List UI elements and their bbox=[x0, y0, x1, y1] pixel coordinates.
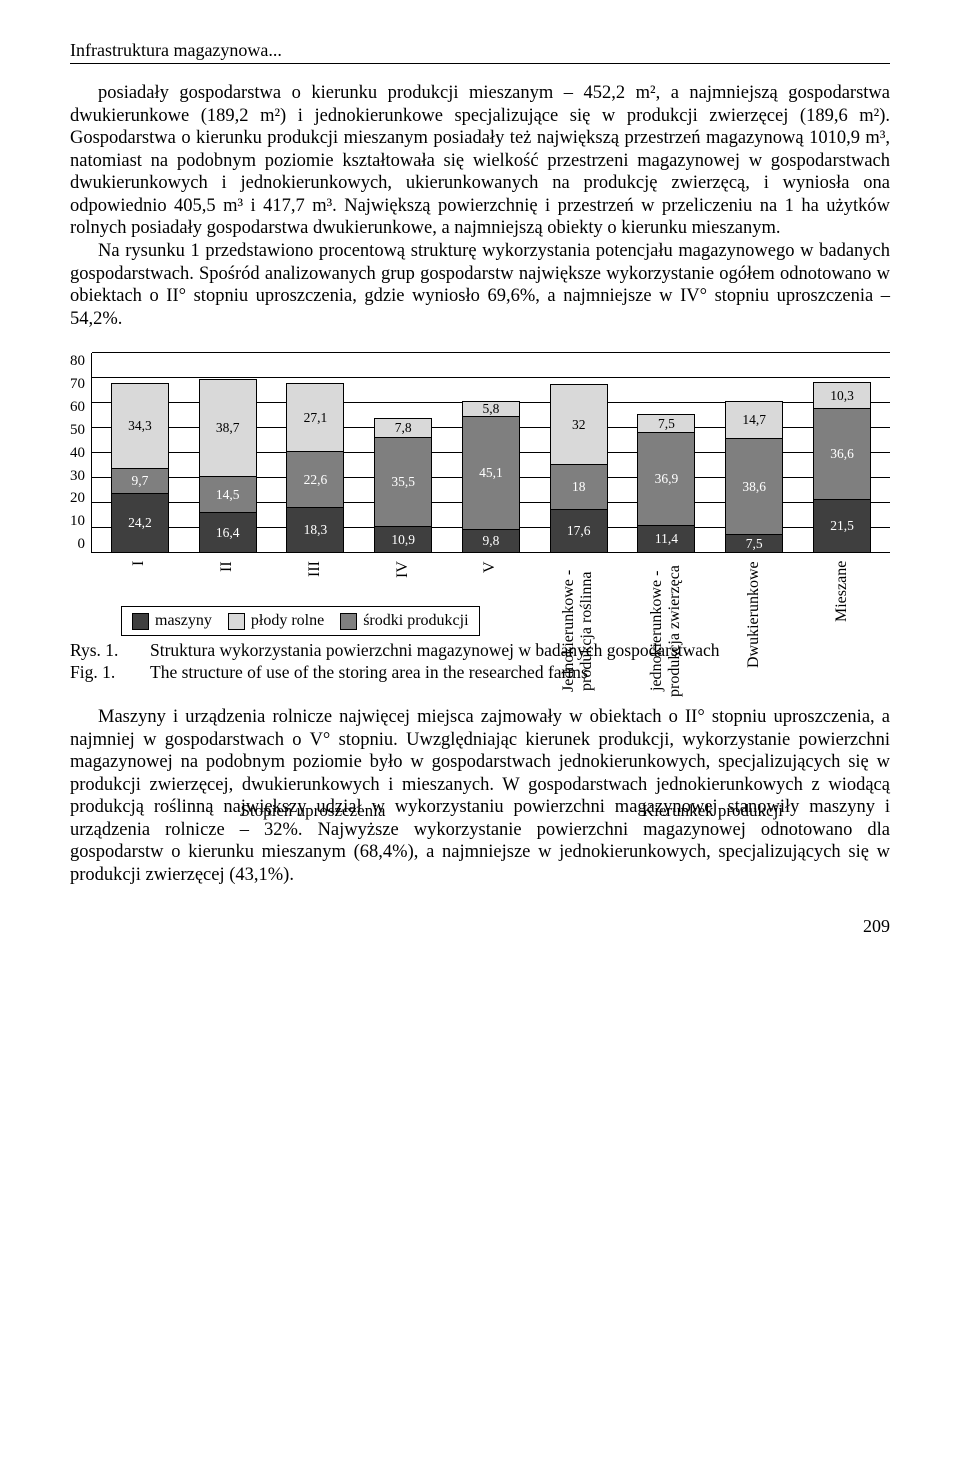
bar: 34,39,724,2 bbox=[111, 353, 169, 553]
seg-plody-value: 35,5 bbox=[374, 437, 432, 526]
seg-srodki-value: 27,1 bbox=[286, 383, 344, 451]
legend-item-plody: płody rolne bbox=[228, 612, 324, 630]
plot-area: 34,39,724,2 38,714,516,4 27,122,618,3 7,835… bbox=[91, 353, 890, 553]
bar: 7,536,911,4 bbox=[637, 353, 695, 553]
body-text-upper: posiadały gospodarstwa o kierunku produk… bbox=[70, 82, 890, 330]
y-tick: 70 bbox=[70, 376, 85, 393]
seg-plody-value: 18 bbox=[550, 464, 608, 509]
legend: maszyny płody rolne środki produkcji bbox=[121, 606, 480, 636]
seg-plody-value: 9,7 bbox=[111, 468, 169, 492]
seg-srodki-value: 7,8 bbox=[374, 418, 432, 438]
page-number: 209 bbox=[70, 916, 890, 937]
seg-plody-value: 45,1 bbox=[462, 416, 520, 529]
seg-srodki-value: 32 bbox=[550, 384, 608, 464]
y-tick: 0 bbox=[78, 536, 86, 553]
seg-plody-value: 36,6 bbox=[813, 408, 871, 500]
body-text-lower: Maszyny i urządzenia rolnicze najwięcej … bbox=[70, 706, 890, 887]
y-tick: 60 bbox=[70, 399, 85, 416]
bar: 38,714,516,4 bbox=[199, 353, 257, 553]
bar: 7,835,510,9 bbox=[374, 353, 432, 553]
x-label: jednokierunkowe - produkcja zwierzęca bbox=[637, 561, 695, 701]
x-label: Mieszane bbox=[813, 561, 871, 701]
seg-srodki-value: 38,7 bbox=[199, 379, 257, 476]
seg-srodki-value: 34,3 bbox=[111, 383, 169, 469]
running-head: Infrastruktura magazynowa... bbox=[70, 40, 890, 61]
seg-maszyny-value: 7,5 bbox=[725, 534, 783, 553]
paragraph-2: Na rysunku 1 przedstawiono procentową st… bbox=[70, 240, 890, 330]
x-label: Dwukierunkowe bbox=[725, 561, 783, 701]
group-left-label: Stopień uproszczenia bbox=[91, 801, 535, 821]
seg-srodki-value: 5,8 bbox=[462, 401, 520, 416]
seg-plody-value: 14,5 bbox=[199, 476, 257, 512]
paragraph-3: Maszyny i urządzenia rolnicze najwięcej … bbox=[70, 706, 890, 887]
bar: 321817,6 bbox=[550, 353, 608, 553]
seg-maszyny-value: 11,4 bbox=[637, 525, 695, 554]
y-tick: 80 bbox=[70, 353, 85, 370]
bar: 10,336,621,5 bbox=[813, 353, 871, 553]
legend-item-maszyny: maszyny bbox=[132, 612, 212, 630]
y-tick: 30 bbox=[70, 468, 85, 485]
seg-maszyny-value: 24,2 bbox=[111, 493, 169, 554]
bar: 14,738,67,5 bbox=[725, 353, 783, 553]
seg-plody-value: 22,6 bbox=[286, 451, 344, 508]
bar: 27,122,618,3 bbox=[286, 353, 344, 553]
seg-maszyny-value: 10,9 bbox=[374, 526, 432, 553]
group-labels: Stopień uproszczenia Kierunkek produkcji bbox=[91, 801, 890, 821]
y-tick: 10 bbox=[70, 513, 85, 530]
seg-maszyny-value: 21,5 bbox=[813, 499, 871, 553]
y-tick: 40 bbox=[70, 445, 85, 462]
x-label: Jednokierunkowe - produkcja roślinna bbox=[549, 561, 607, 701]
seg-maszyny-value: 9,8 bbox=[462, 529, 520, 554]
seg-maszyny-value: 16,4 bbox=[199, 512, 257, 553]
seg-plody-value: 38,6 bbox=[725, 438, 783, 535]
seg-plody-value: 36,9 bbox=[637, 432, 695, 524]
chart: 80 70 60 50 40 30 20 10 0 34,39,724,2 38,714,516,… bbox=[70, 348, 890, 618]
seg-srodki-value: 10,3 bbox=[813, 382, 871, 408]
paragraph-1: posiadały gospodarstwa o kierunku produk… bbox=[70, 82, 890, 240]
header-rule bbox=[70, 63, 890, 64]
y-tick: 50 bbox=[70, 422, 85, 439]
y-axis: 80 70 60 50 40 30 20 10 0 bbox=[70, 353, 91, 553]
y-tick: 20 bbox=[70, 490, 85, 507]
seg-maszyny-value: 18,3 bbox=[286, 507, 344, 553]
seg-srodki-value: 14,7 bbox=[725, 401, 783, 438]
seg-srodki-value: 7,5 bbox=[637, 414, 695, 433]
legend-item-srodki: środki produkcji bbox=[340, 612, 468, 630]
seg-maszyny-value: 17,6 bbox=[550, 509, 608, 553]
group-right-label: Kierunkek produkcji bbox=[535, 801, 890, 821]
bar: 5,845,19,8 bbox=[462, 353, 520, 553]
